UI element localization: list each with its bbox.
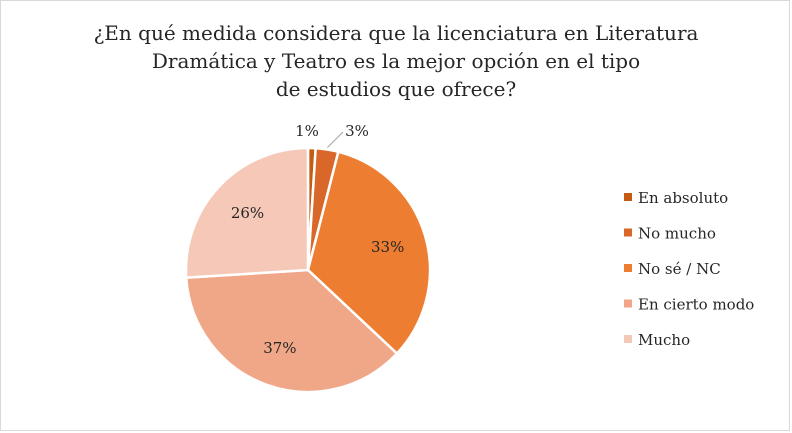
chart-title-line-3: de estudios que ofrece? [276,77,516,101]
legend-swatch-1 [624,193,632,201]
legend-swatch-2 [624,228,632,237]
legend-label-3: No sé / NC [638,260,721,278]
legend-swatch-5 [624,335,632,343]
data-label-4: 37% [263,339,296,357]
legend-swatch-3 [624,264,632,272]
pie-slice-5 [184,146,310,279]
legend-label-5: Mucho [638,331,690,349]
data-label-2: 3% [345,122,369,140]
legend-label-2: No mucho [638,225,716,243]
data-label-5: 26% [231,204,264,222]
leader-line-2 [327,131,344,148]
pie-slice-4 [184,268,399,394]
chart-title-line-1: ¿En qué medida considera que la licencia… [94,21,699,45]
chart-title-line-2: Dramática y Teatro es la mejor opción en… [152,49,640,73]
legend-label-1: En absoluto [638,189,728,207]
legend-swatch-4 [624,299,632,308]
data-label-3: 33% [371,238,404,256]
data-label-1: 1% [295,122,319,140]
legend-label-4: En cierto modo [638,296,754,314]
pie-slice-3 [306,150,432,356]
